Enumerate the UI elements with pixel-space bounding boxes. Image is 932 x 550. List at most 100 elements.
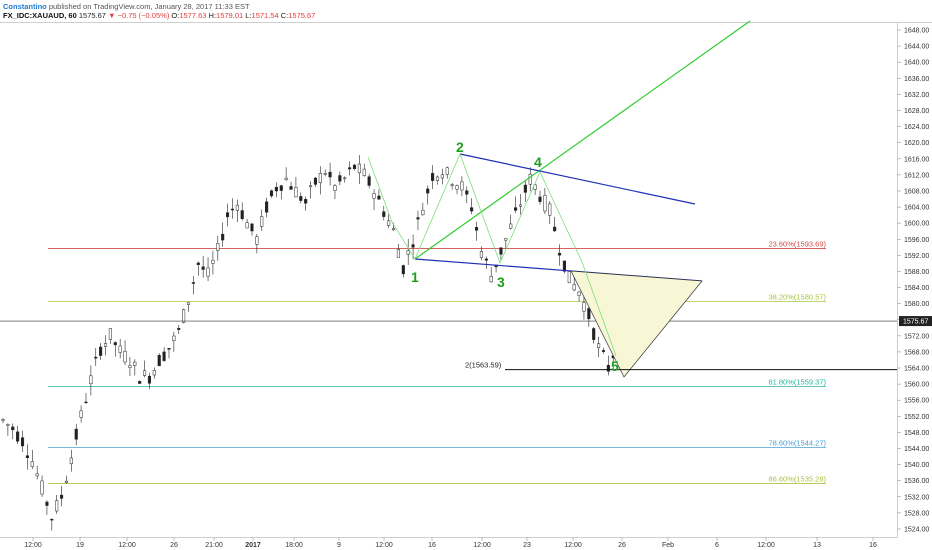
symbol-label[interactable]: FX_IDC:XAUAUD, 60 [3, 11, 77, 20]
fib-level-label: 38.20%(1580.57) [768, 292, 826, 301]
last-price-tag-label: 1575.67 [903, 319, 928, 326]
candle-body [562, 260, 566, 272]
y-tick-label: 1540.00 [904, 462, 929, 469]
candle-body [484, 258, 488, 261]
candle-body [16, 431, 20, 442]
candle-body [182, 309, 186, 323]
candle-body [138, 381, 142, 384]
candle-body [606, 364, 610, 372]
candle-body [582, 302, 586, 312]
y-tick-label: 1544.00 [904, 446, 929, 453]
candle-body [240, 210, 244, 219]
candle-body [84, 401, 88, 404]
candle-body [455, 185, 459, 190]
candle-body [40, 480, 44, 495]
wave-label-4: 4 [534, 154, 542, 170]
fib-level-label: 78.60%(1544.27) [768, 438, 826, 447]
candle-body [577, 291, 581, 296]
fib-level-label: 61.80%(1559.37) [768, 378, 826, 387]
candle-body [99, 346, 103, 356]
author-name[interactable]: Constantino [3, 2, 47, 11]
candle-body [352, 164, 357, 169]
candle-body [313, 177, 317, 185]
candle-body [528, 173, 532, 185]
candle-body [572, 284, 576, 291]
candle-body [162, 351, 166, 361]
candle-body [372, 193, 376, 199]
candle-body [567, 271, 571, 284]
x-tick-label: 12:00 [757, 542, 775, 549]
candle-body [201, 266, 205, 270]
candle-body [265, 201, 269, 213]
candle-body [601, 350, 606, 352]
candle-body [113, 342, 117, 346]
candle-body [504, 238, 508, 241]
candle-body [470, 207, 474, 212]
candle-body [294, 187, 298, 198]
change-value: −0.75 (−0.05%) [117, 11, 170, 20]
trend-line-green[interactable] [414, 20, 751, 260]
candle-body [343, 177, 347, 179]
candle-body [133, 361, 137, 366]
high-label: H: [208, 11, 217, 20]
candle-body [167, 348, 171, 350]
candle-body [299, 196, 303, 201]
candle-body [226, 212, 230, 218]
candle-body [1, 419, 5, 421]
x-tick-label: 13 [813, 542, 821, 549]
candle-body [103, 343, 108, 347]
candle-body [543, 195, 547, 212]
triangle-pattern[interactable] [570, 270, 703, 378]
price-axis[interactable]: 1524.00 1528.00 1532.00 1536.00 1540.00 1544.… [897, 28, 929, 534]
candle-body [587, 308, 591, 320]
wave-label-1: 1 [411, 269, 419, 285]
candlestick-series [1, 154, 625, 531]
candle-body [357, 163, 361, 174]
y-tick-label: 1620.00 [904, 140, 929, 147]
channel-line-upper[interactable] [459, 153, 696, 205]
candle-body [55, 500, 59, 512]
candle-body [6, 423, 10, 426]
candle-body [304, 199, 308, 204]
time-axis-border [0, 537, 898, 538]
candle-body [396, 249, 400, 258]
candle-body [367, 176, 371, 186]
x-tick-label: 6 [715, 542, 719, 549]
y-tick-label: 1588.00 [904, 269, 929, 276]
y-tick-label: 1568.00 [904, 349, 929, 356]
x-tick-label: 2017 [245, 542, 261, 549]
candle-body [523, 184, 527, 193]
y-tick-label: 1640.00 [904, 60, 929, 67]
candle-body [245, 222, 249, 229]
x-tick-label: 12:00 [564, 542, 582, 549]
candle-body [440, 174, 444, 179]
last-price-tag [899, 316, 932, 327]
candle-body [235, 204, 239, 211]
fib-retracement[interactable]: 23.60%(1593.69) 38.20%(1580.57) 61.80%(155… [48, 240, 826, 484]
candle-body [11, 426, 15, 431]
x-tick-label: 12:00 [375, 542, 393, 549]
candle-body [94, 356, 98, 359]
open-value: 1577.63 [179, 11, 207, 20]
x-tick-label: 26 [170, 542, 178, 549]
x-tick-label: 16 [869, 542, 877, 549]
pane-top-border [0, 22, 932, 23]
x-tick-label: 12:00 [24, 542, 42, 549]
y-tick-label: 1600.00 [904, 221, 929, 228]
candle-body [74, 428, 78, 440]
candle-body [250, 223, 254, 232]
candle-body [108, 328, 112, 340]
candle-body [196, 262, 200, 265]
x-tick-label: 16 [428, 542, 436, 549]
extension-label: 2(1563.59) [465, 361, 502, 370]
y-tick-label: 1548.00 [904, 430, 929, 437]
candle-body [269, 190, 274, 197]
candle-body [60, 494, 64, 499]
candle-body [284, 177, 288, 180]
candle-body [450, 184, 454, 186]
y-tick-label: 1560.00 [904, 382, 929, 389]
candle-body [387, 220, 391, 226]
wave-zigzag[interactable] [367, 152, 617, 357]
time-axis[interactable]: 12:00 19 12:00 26 21:00 2017 18:00 9 12:00 16 12:0… [24, 537, 877, 549]
